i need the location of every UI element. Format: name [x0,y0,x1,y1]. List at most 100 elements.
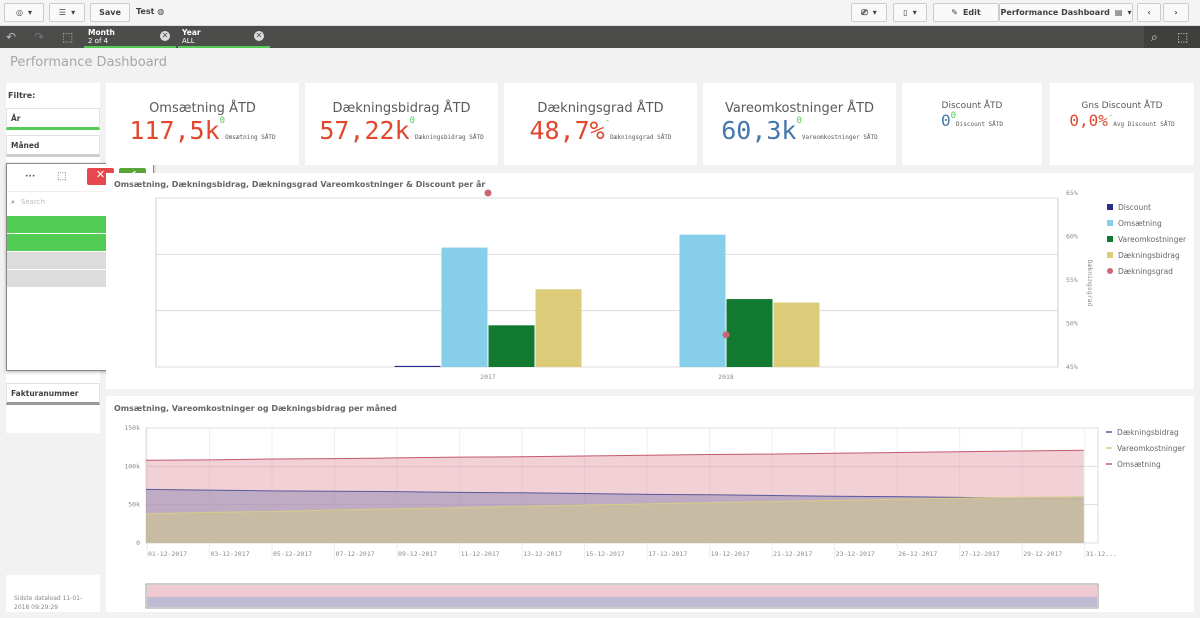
x-tick-label: 03-12-2017 [211,550,250,558]
kpi-value: 57,22k0 Dækningsbidrag SÅTD [319,116,483,145]
x-tick-label: 23-12-2017 [836,550,875,558]
x-tick-label: 2017 [480,373,496,381]
last-dataload-note: Sidste dataload 11-01-2018 09:29:29 [6,575,100,612]
x-tick-label: 13-12-2017 [523,550,562,558]
legend-item: Dækningsgrad [1118,267,1173,276]
filter-month[interactable]: Måned [6,135,100,157]
chip-field: Year [182,28,201,37]
kpi-value-text: 117,5k [129,116,220,145]
chip-field: Month [88,28,115,37]
x-tick-label: 19-12-2017 [711,550,750,558]
clear-selection-icon[interactable]: ⬚ [57,171,67,182]
kpi-delta: - [604,116,611,126]
legend-item: Dækningsbidrag [1117,428,1179,437]
kpi-title: Dækningsbidrag ÅTD [332,101,471,116]
page-title: Performance Dashboard [10,55,168,70]
kpi-card[interactable]: Discount ÅTD 00Discount SÅTD [902,83,1042,165]
x-tick-label: 21-12-2017 [773,550,812,558]
filter-invoice-number[interactable]: Fakturanummer [6,383,100,405]
close-icon[interactable]: ✕ [160,31,170,41]
selection-chip-year[interactable]: Year ALL ✕ [178,26,270,48]
search-icon[interactable]: ⌕ [1151,30,1158,44]
selections-bar: ↶ ↷ ⬚ Month 2 of 4 ✕ Year ALL ✕ ⌕ ⬚ [0,26,1200,48]
line-Vareomkostninger [145,496,1084,515]
step-back-icon[interactable]: ↶ [6,30,17,44]
y-tick-label: 50k [128,501,140,509]
filter-year[interactable]: År [6,108,100,130]
search-icon: ⌕ [11,198,15,206]
bar-chart-panel: Omsætning, Dækningsbidrag, Dækningsgrad … [106,173,1194,389]
search-box[interactable]: ⌕ Search [7,192,153,216]
y2-tick-label: 65% [1066,189,1078,197]
globe-icon: ◍ [157,7,165,16]
kpi-card[interactable]: Gns Discount ÅTD 0,0%-Avg Discount SÅTD [1050,83,1194,165]
chevron-right-icon: › [1174,8,1178,17]
line-Dækningsbidrag [145,488,1084,500]
legend-item: Dækningsbidrag [1118,251,1180,260]
x-tick-label: 31-12... [1086,550,1117,558]
navigator-area [147,597,1097,607]
kpi-card[interactable]: Omsætning ÅTD 117,5k0 Omsætning SÅTD [106,83,299,165]
legend-marker [1107,268,1113,274]
y2-tick-label: 45% [1066,363,1078,371]
x-tick-label: 27-12-2017 [961,550,1000,558]
legend-marker [1107,220,1113,226]
kpi-sub-label: Dækningsbidrag SÅTD [415,134,484,141]
kpi-card[interactable]: Vareomkostninger ÅTD 60,3k0 Vareomkostnin… [703,83,896,165]
kpi-value-text: 57,22k [319,116,410,145]
search-input[interactable]: Search [20,198,45,206]
sheet-icon: ▤ [1114,8,1123,17]
kpi-card[interactable]: Dækningsgrad ÅTD 48,7%- Dækningsgrad SÅTD [504,83,697,165]
legend-item: Vareomkostninger [1118,235,1187,244]
kpi-value: 117,5k0 Omsætning SÅTD [129,116,275,145]
x-tick-label: 17-12-2017 [648,550,687,558]
x-tick-label: 15-12-2017 [586,550,625,558]
edit-button[interactable]: ✎ Edit [933,3,999,22]
step-forward-icon[interactable]: ↷ [34,30,45,44]
navigator-area [147,585,1097,597]
close-icon[interactable]: ✕ [254,31,264,41]
bar-Dækningsbidrag [535,289,582,367]
x-tick-label: 05-12-2017 [273,550,312,558]
kpi-value-text: 48,7% [529,116,605,145]
area-chart-title: Omsætning, Vareomkostninger og Dækningsb… [114,404,397,413]
previous-sheet-button[interactable]: ‹ [1137,3,1161,22]
more-icon[interactable]: ··· [25,172,36,182]
legend-item: Omsætning [1118,219,1162,228]
pencil-icon: ✎ [951,8,958,17]
present-button[interactable]: ⎚ ▾ [851,3,887,22]
next-sheet-button[interactable]: › [1163,3,1189,22]
legend-marker [1107,252,1113,258]
navigation-menu-button[interactable]: ◎ ▾ [4,3,44,22]
top-toolbar: ◎ ▾ ☰ ▾ Save Test ◍ ⎚ ▾ ▯ ▾ ✎ Edit Performanc… [0,0,1200,26]
save-button[interactable]: Save [90,3,130,22]
clear-selections-icon[interactable]: ⬚ [62,30,74,44]
selection-tool-icon[interactable]: ⬚ [1177,30,1189,44]
bar-chart-title: Omsætning, Dækningsbidrag, Dækningsgrad … [114,180,486,189]
y2-tick-label: 50% [1066,320,1078,328]
kpi-value: 00Discount SÅTD [941,111,1003,130]
kpi-value: 60,3k0 Vareomkostninger SÅTD [721,116,878,145]
kpi-card[interactable]: Dækningsbidrag ÅTD 57,22k0 Dækningsbidrag… [305,83,498,165]
kpi-title: Gns Discount ÅTD [1081,101,1163,111]
bar-Omsætning [679,234,726,367]
kpi-title: Dækningsgrad ÅTD [537,101,664,116]
global-menu-button[interactable]: ☰ ▾ [49,3,85,22]
area-chart: 01-12-2017 03-12-2017 05-12-2017 07-12-2017… [124,424,1186,609]
y-tick-label: 100k [124,462,140,470]
chevron-left-icon: ‹ [1147,8,1151,17]
x-tick-label: 2018 [718,373,734,381]
chip-value: ALL [182,37,195,45]
area-Vareomkostninger [146,496,1084,543]
line-Omsætning [145,449,1084,461]
edit-label: Edit [962,8,981,17]
kpi-title: Omsætning ÅTD [149,101,256,116]
kpi-value: 0,0%-Avg Discount SÅTD [1069,111,1174,130]
kpi-delta: 0 [409,116,416,126]
sheet-selector[interactable]: Performance Dashboard ▤ ▾ [999,3,1133,22]
kpi-sub-label: Omsætning SÅTD [225,134,276,141]
selection-chip-month[interactable]: Month 2 of 4 ✕ [84,26,176,48]
bookmark-button[interactable]: ▯ ▾ [893,3,927,22]
legend-item: Discount [1118,203,1151,212]
right-tools: ⌕ ⬚ [1144,26,1200,48]
